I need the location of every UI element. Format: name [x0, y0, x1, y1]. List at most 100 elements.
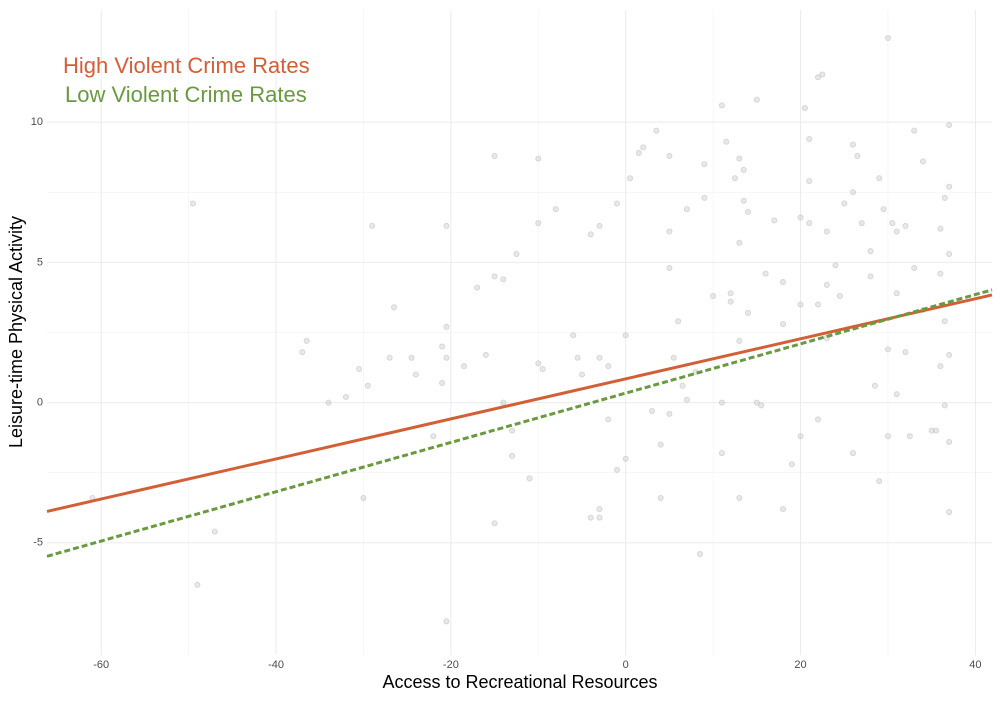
- data-point: [613, 200, 620, 207]
- data-point: [884, 433, 891, 440]
- data-point: [836, 293, 843, 300]
- data-point: [474, 284, 481, 291]
- data-point: [439, 379, 446, 386]
- data-point: [666, 410, 673, 417]
- data-point: [605, 416, 612, 423]
- data-point: [443, 222, 450, 229]
- data-point: [946, 508, 953, 515]
- data-point: [640, 144, 647, 151]
- data-point: [937, 225, 944, 232]
- data-point: [850, 189, 857, 196]
- data-point: [189, 200, 196, 207]
- data-point: [771, 217, 778, 224]
- data-point: [797, 214, 804, 221]
- data-point: [718, 450, 725, 457]
- data-point: [443, 323, 450, 330]
- data-point: [356, 365, 363, 372]
- data-point: [587, 231, 594, 238]
- data-point: [815, 301, 822, 308]
- data-point: [806, 178, 813, 185]
- data-point: [701, 194, 708, 201]
- legend-label: High Violent Crime Rates: [63, 53, 310, 78]
- data-point: [500, 276, 507, 283]
- data-point: [854, 152, 861, 159]
- data-point: [928, 427, 935, 434]
- x-tick-label: 20: [794, 659, 806, 671]
- data-point: [815, 416, 822, 423]
- data-point: [941, 194, 948, 201]
- data-point: [482, 351, 489, 358]
- data-point: [745, 208, 752, 215]
- data-point: [871, 382, 878, 389]
- data-point: [587, 514, 594, 521]
- data-point: [740, 197, 747, 204]
- data-point: [727, 290, 734, 297]
- data-point: [683, 206, 690, 213]
- data-point: [850, 450, 857, 457]
- data-point: [675, 318, 682, 325]
- x-tick-label: -20: [443, 659, 459, 671]
- data-point: [679, 382, 686, 389]
- data-point: [762, 270, 769, 277]
- data-point: [819, 71, 826, 78]
- data-point: [443, 618, 450, 625]
- data-point: [946, 250, 953, 257]
- data-point: [876, 478, 883, 485]
- data-point: [736, 494, 743, 501]
- data-point: [867, 248, 874, 255]
- y-tick-label: 5: [37, 256, 43, 268]
- data-point: [893, 290, 900, 297]
- data-point: [902, 349, 909, 356]
- y-tick-label: 0: [37, 397, 43, 409]
- data-point: [815, 74, 822, 81]
- x-axis-title: Access to Recreational Resources: [382, 672, 657, 692]
- data-point: [299, 349, 306, 356]
- data-point: [596, 506, 603, 513]
- data-point: [386, 354, 393, 361]
- data-point: [622, 332, 629, 339]
- data-point: [622, 455, 629, 462]
- data-point: [718, 399, 725, 406]
- data-point: [780, 321, 787, 328]
- data-point: [364, 382, 371, 389]
- data-point: [736, 155, 743, 162]
- x-tick-label: 40: [969, 659, 981, 671]
- data-point: [491, 273, 498, 280]
- y-axis-title: Leisure-time Physical Activity: [6, 216, 26, 448]
- data-point: [491, 152, 498, 159]
- data-point: [596, 354, 603, 361]
- data-point: [509, 427, 516, 434]
- data-point: [535, 220, 542, 227]
- data-point: [535, 155, 542, 162]
- data-point: [491, 520, 498, 527]
- data-point: [893, 228, 900, 235]
- data-point: [911, 264, 918, 271]
- data-point: [806, 135, 813, 142]
- data-point: [579, 371, 586, 378]
- data-point: [613, 466, 620, 473]
- data-point: [194, 581, 201, 588]
- data-point: [911, 127, 918, 134]
- data-point: [788, 461, 795, 468]
- data-point: [697, 551, 704, 558]
- data-point: [933, 427, 940, 434]
- data-point: [780, 506, 787, 513]
- data-point: [412, 371, 419, 378]
- data-point: [893, 391, 900, 398]
- data-point: [736, 239, 743, 246]
- data-point: [439, 343, 446, 350]
- data-point: [841, 200, 848, 207]
- data-point: [574, 354, 581, 361]
- data-point: [648, 408, 655, 415]
- data-point: [391, 304, 398, 311]
- data-point: [443, 354, 450, 361]
- data-point: [937, 270, 944, 277]
- data-point: [605, 363, 612, 370]
- data-point: [627, 175, 634, 182]
- data-point: [946, 351, 953, 358]
- data-point: [727, 298, 734, 305]
- data-point: [797, 433, 804, 440]
- data-point: [303, 337, 310, 344]
